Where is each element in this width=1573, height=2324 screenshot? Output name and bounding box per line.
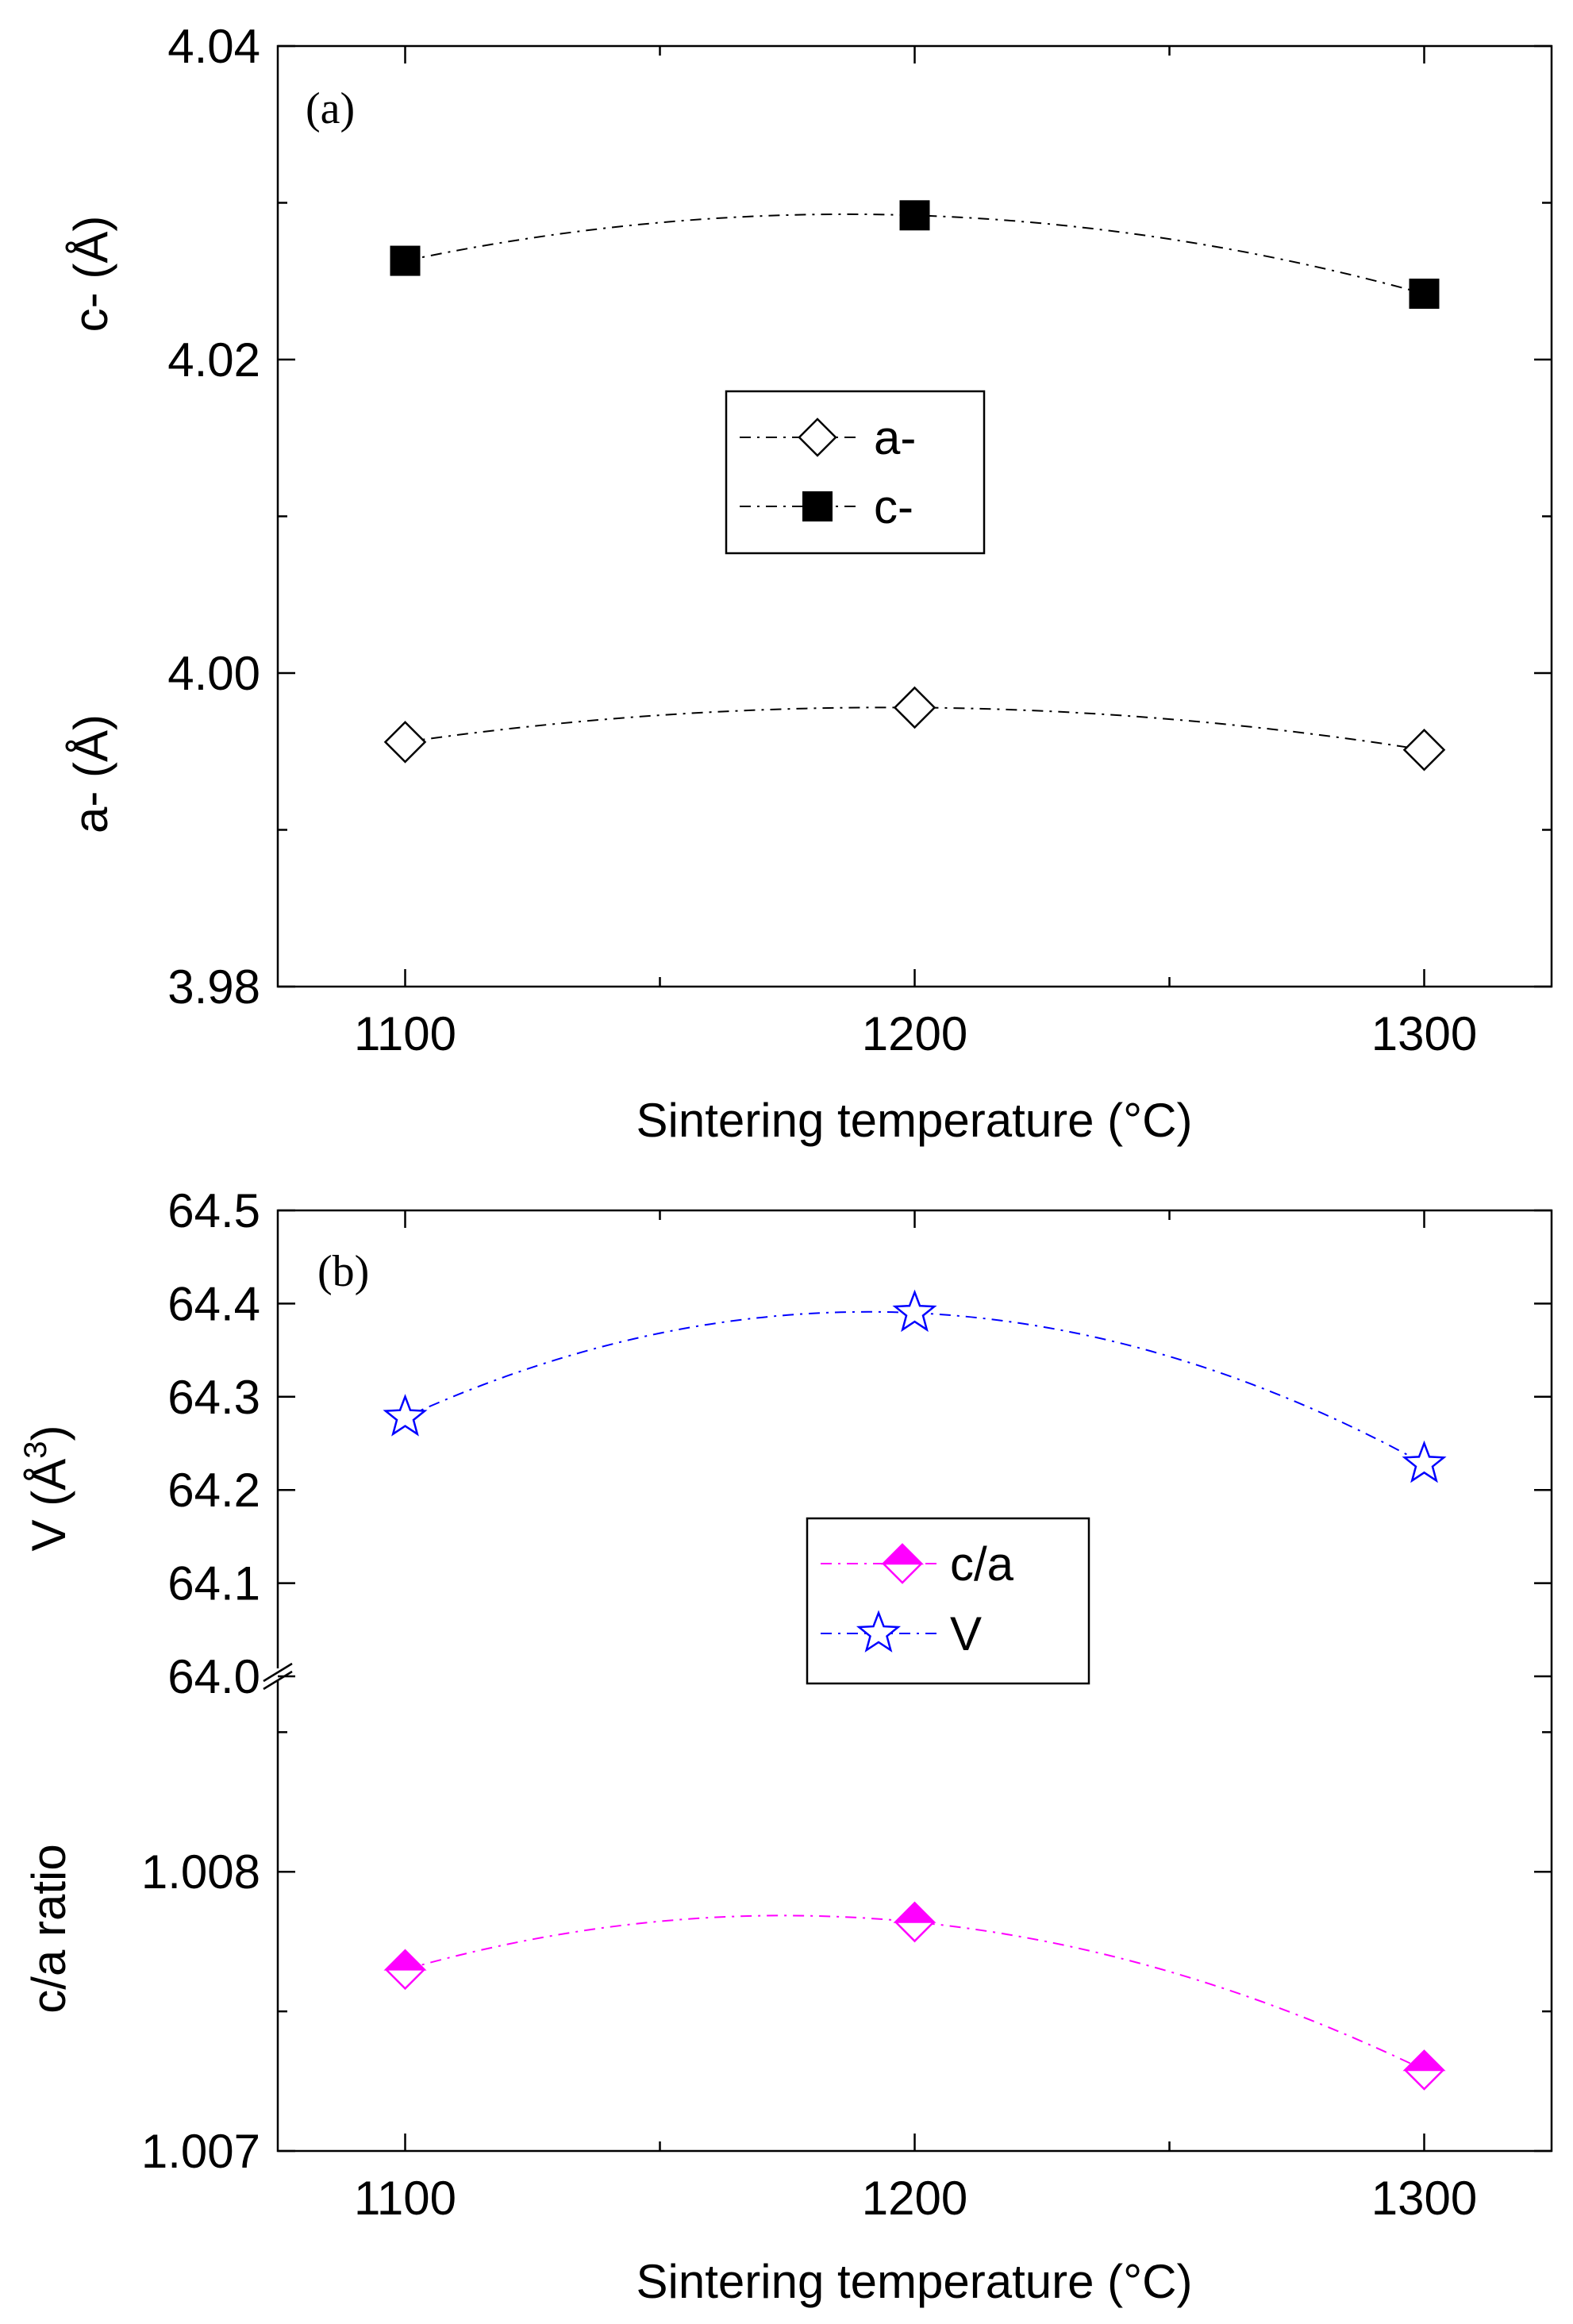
y-axis-label-lower-b: c/a ratio [22,1844,75,2013]
legend-label-c-series: c- [874,480,913,533]
panel-label-a: (a) [306,84,355,133]
y-tick-label-upper-b: 64.3 [167,1371,260,1424]
series-line-c [405,213,1425,295]
a-markers [383,200,1446,771]
panel-b: 64.0 64.1 64.2 64.3 64.4 64.5 1.007 1.008 1100 12… [18,1184,1553,2308]
a-lines [405,213,1425,751]
legend-label-a-series: a- [874,411,916,464]
y-tick-label-upper-b: 64.2 [167,1464,260,1517]
b-lines [405,1310,1425,2071]
series-line-a [405,706,1425,751]
legend-b: c/a V [806,1517,1090,1685]
y-axis-label-upper-b: V (Å3) [18,1426,75,1552]
data-point-v-series [892,1289,937,1333]
v-label-main: V (Å [22,1459,75,1552]
y-tick-label-upper-b: 64.0 [167,1650,260,1703]
data-point-v-series [1402,1440,1447,1483]
svg-text:V (Å3): V (Å3) [18,1426,75,1552]
legend-label-ca-series: c/a [950,1537,1014,1591]
y-axis-label-upper-a: c- (Å) [64,216,117,333]
y-tick-label-a: 4.04 [167,20,260,73]
x-tick-label-b: 1100 [354,2172,456,2225]
b-tick-labels: 64.0 64.1 64.2 64.3 64.4 64.5 1.007 1.008 1100 12… [141,1184,1477,2225]
a-tick-labels: 3.98 4.00 4.02 4.04 1100 1200 1300 [167,20,1477,1060]
y-tick-label-a: 4.00 [167,647,260,700]
series-line-V [405,1310,1425,1465]
data-point-v-series [383,1394,428,1437]
data-point-ca-series-fill [893,1901,936,1923]
legend-box-b [806,1517,1090,1685]
legend-box-a [725,390,986,555]
data-point-c-series [1409,279,1440,310]
y-tick-label-upper-b: 64.1 [167,1557,260,1610]
y-tick-label-lower-b: 1.007 [141,2125,260,2178]
x-tick-label-a: 1300 [1371,1007,1477,1060]
legend-marker-c-series [802,491,833,521]
y-axis-label-lower-a: a- (Å) [64,714,117,833]
x-tick-label-a: 1100 [354,1007,456,1060]
panel-label-b: (b) [317,1247,369,1296]
series-line-ca [405,1914,1425,2071]
y-tick-label-upper-b: 64.4 [167,1277,260,1330]
legend-marker-a-series [798,417,837,457]
legend-marker-v-series [856,1610,902,1653]
b-markers [383,1289,1447,2091]
data-point-ca-series-fill [1402,2049,1446,2072]
y-tick-label-a: 4.02 [167,333,260,387]
legend-label-v-series: V [950,1607,982,1660]
x-tick-label-b: 1300 [1371,2172,1477,2225]
data-point-c-series [390,245,421,276]
data-point-a-series [893,686,936,729]
x-axis-label-b: Sintering temperature (°C) [637,2255,1193,2308]
v-label-sup: 3 [18,1441,53,1459]
b-ticks [278,1209,1552,2153]
data-point-a-series [1402,729,1446,771]
legend-a: a- c- [725,390,986,555]
y-tick-label-upper-b: 64.5 [167,1184,260,1237]
legend-marker-ca-series-fill [880,1543,925,1565]
y-tick-label-a: 3.98 [167,960,260,1014]
data-point-a-series [383,721,427,764]
a-ticks [278,44,1552,988]
x-tick-label-b: 1200 [862,2172,967,2225]
v-label-close: ) [22,1426,75,1441]
data-point-c-series [899,200,930,231]
y-tick-label-lower-b: 1.008 [141,1845,260,1899]
data-point-ca-series-fill [383,1949,427,1971]
axis-break-marks [262,1662,298,1691]
x-axis-label-a: Sintering temperature (°C) [637,1094,1193,1147]
x-tick-label-a: 1200 [862,1007,967,1060]
